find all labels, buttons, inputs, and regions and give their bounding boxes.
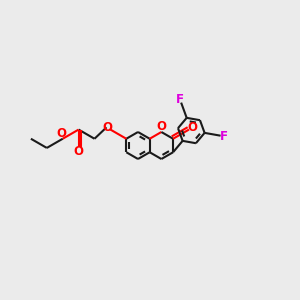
Text: O: O [187,121,197,134]
Text: O: O [56,127,66,140]
Text: F: F [220,130,228,143]
Text: O: O [156,120,167,134]
Text: O: O [102,121,112,134]
Text: F: F [176,93,184,106]
Text: O: O [74,145,84,158]
